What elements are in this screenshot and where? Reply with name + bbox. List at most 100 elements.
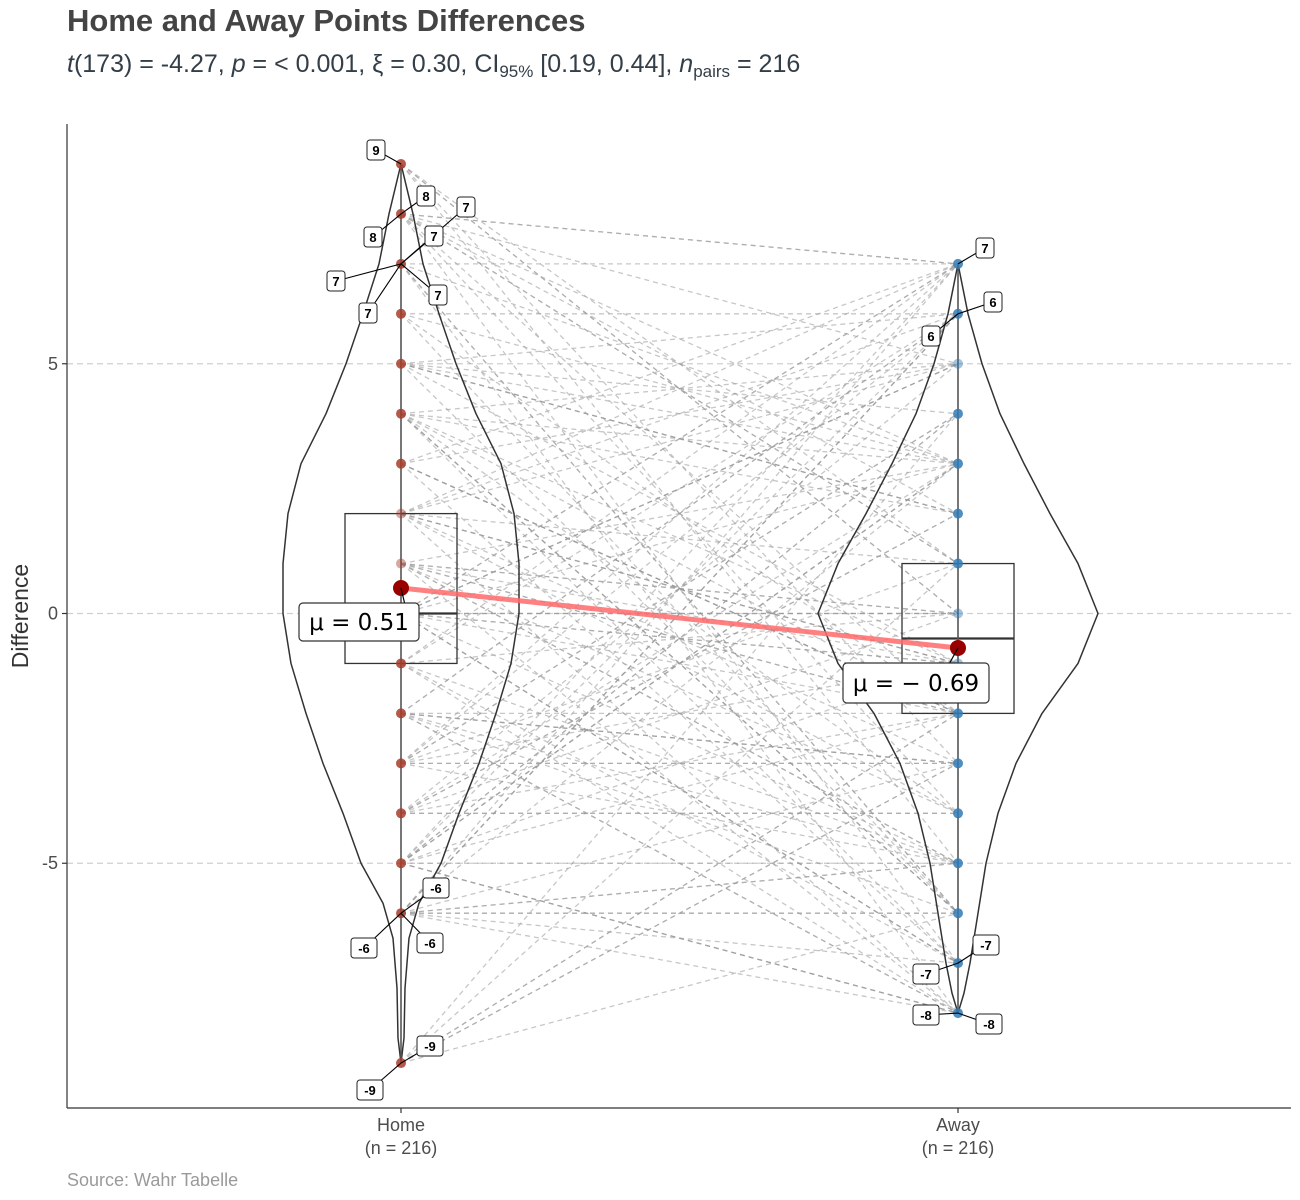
label-box — [972, 934, 1000, 956]
pair-line — [400, 662, 959, 964]
home-point — [396, 458, 406, 469]
away-value-label: 7 — [981, 241, 988, 256]
x-tick-label: Away — [936, 1115, 980, 1135]
y-axis-label: Difference — [7, 564, 33, 668]
pair-line — [400, 762, 959, 1064]
label-box — [983, 291, 1003, 313]
home-point — [396, 408, 406, 419]
pair-line — [400, 313, 959, 365]
label-box — [424, 225, 444, 247]
home-value-label: 7 — [430, 229, 437, 244]
home-value-label: 7 — [332, 274, 339, 289]
label-box — [912, 1004, 940, 1026]
home-point — [396, 758, 406, 769]
away-point — [953, 858, 963, 869]
pair-line — [400, 213, 959, 465]
pair-line — [400, 563, 959, 1014]
away-point — [953, 508, 963, 519]
pair-line — [400, 363, 959, 615]
pair-line — [400, 712, 959, 1014]
away-mean-label: μ = − 0.69 — [853, 671, 979, 697]
pair-line — [400, 662, 959, 1014]
label-box — [456, 196, 476, 218]
away-value-label: 6 — [989, 295, 996, 310]
home-mean-label: μ = 0.51 — [309, 610, 409, 636]
pair-line — [400, 413, 959, 914]
pair-line — [400, 912, 959, 1014]
label-box — [416, 185, 436, 207]
pair-line — [400, 263, 959, 664]
label-box — [416, 1035, 444, 1057]
paired-lines — [400, 163, 959, 1064]
x-tick-label: Home — [377, 1115, 425, 1135]
home-point — [396, 808, 406, 819]
home-value-label: 7 — [434, 288, 441, 303]
pair-line — [400, 213, 959, 265]
pair-line — [400, 263, 959, 515]
home-value-label: -9 — [364, 1083, 376, 1098]
label-leader — [335, 263, 402, 282]
pair-line — [400, 313, 959, 465]
home-point — [396, 708, 406, 719]
label-box — [358, 302, 378, 324]
y-tick-label: 0 — [48, 604, 58, 624]
pair-line — [400, 263, 959, 615]
away-value-label: -7 — [980, 938, 992, 953]
pair-line — [400, 263, 959, 1014]
home-point — [396, 658, 406, 669]
label-box — [363, 226, 383, 248]
pair-line — [400, 612, 959, 665]
chart-subtitle: t(173) = -4.27, p = < 0.001, ξ = 0.30, C… — [67, 50, 801, 81]
away-value-label: -8 — [920, 1008, 932, 1023]
outlier-labels: 9 8 8 7 7 7 7 7 -6 -6 -6 -9 -9 7 6 6 -7 -7 -8 -8 — [326, 139, 1003, 1101]
y-tick-label: 5 — [48, 354, 58, 374]
label-box — [428, 284, 448, 306]
y-tick-label: -5 — [42, 853, 58, 873]
label-box — [416, 932, 444, 954]
away-point — [953, 758, 963, 769]
caption: Source: Wahr Tabelle — [67, 1170, 239, 1190]
x-tick-n-label: (n = 216) — [365, 1138, 438, 1158]
pair-line — [400, 413, 959, 714]
home-value-label: 8 — [422, 189, 429, 204]
away-point — [953, 608, 963, 619]
mean-line — [400, 585, 959, 651]
chart-title: Home and Away Points Differences — [67, 3, 586, 38]
away-mean-box — [842, 662, 990, 704]
home-value-label: 8 — [369, 230, 376, 245]
label-box — [975, 1013, 1003, 1035]
label-box — [326, 270, 346, 292]
label-box — [356, 1079, 384, 1101]
away-point — [953, 908, 963, 919]
label-box — [350, 937, 378, 959]
away-point — [953, 558, 963, 569]
home-point — [396, 308, 406, 319]
home-point — [396, 558, 406, 569]
home-value-label: -9 — [424, 1039, 436, 1054]
label-box — [912, 963, 940, 985]
home-mean-box — [298, 602, 420, 642]
away-value-label: -7 — [920, 967, 932, 982]
label-box — [975, 237, 995, 259]
pair-line — [400, 612, 959, 964]
x-tick-n-label: (n = 216) — [922, 1138, 995, 1158]
pair-line — [400, 862, 959, 914]
pair-line — [400, 512, 959, 565]
pair-line — [400, 712, 959, 764]
pair-line — [400, 463, 959, 864]
pair-line — [400, 712, 959, 814]
home-point — [396, 358, 406, 369]
pair-line — [400, 213, 959, 365]
pair-line — [400, 463, 959, 914]
home-point — [396, 858, 406, 869]
away-point — [953, 408, 963, 419]
home-point — [396, 508, 406, 519]
away-value-label: 6 — [927, 329, 934, 344]
home-value-label: -6 — [424, 936, 436, 951]
label-box — [422, 877, 450, 899]
away-point — [953, 708, 963, 719]
pair-line — [400, 213, 959, 714]
home-value-label: -6 — [430, 881, 442, 896]
pair-line — [400, 912, 959, 964]
